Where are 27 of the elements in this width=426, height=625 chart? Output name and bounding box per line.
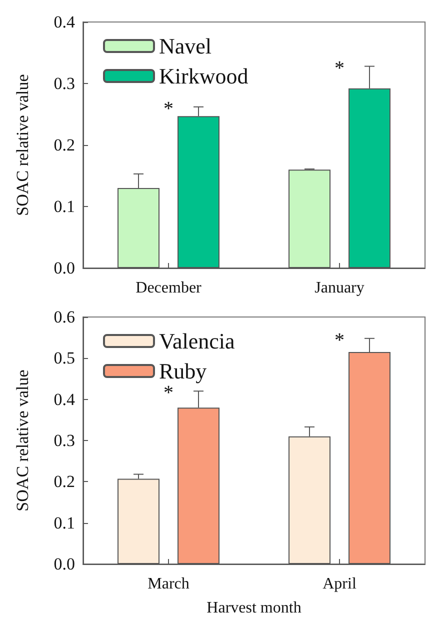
- y-tick-label: 0.6: [54, 308, 75, 326]
- y-axis-title: SOAC relative value: [13, 74, 32, 216]
- x-tick-label: December: [136, 280, 202, 296]
- y-tick-label: 0.1: [54, 197, 75, 216]
- y-tick-label: 0.2: [54, 472, 75, 492]
- annotation: *: [164, 382, 174, 404]
- legend-label: Ruby: [159, 358, 207, 384]
- annotation: *: [334, 57, 344, 80]
- y-tick-label: 0.3: [54, 74, 75, 93]
- x-tick-label: January: [314, 280, 364, 296]
- x-tick-label: March: [148, 576, 190, 592]
- legend-label: Kirkwood: [159, 64, 248, 88]
- x-axis-title: Harvest month: [206, 600, 302, 616]
- y-tick-label: 0.5: [54, 348, 75, 368]
- y-axis-title: SOAC relative value: [13, 370, 32, 512]
- y-tick-label: 0.3: [54, 431, 75, 450]
- y-tick-label: 0.4: [54, 12, 76, 32]
- annotation: *: [164, 98, 174, 120]
- legend-label: Navel: [159, 34, 212, 58]
- annotation: *: [334, 329, 344, 352]
- legend-label: Valencia: [159, 328, 235, 354]
- y-tick-label: 0.0: [54, 554, 75, 574]
- y-tick-label: 0.2: [54, 136, 75, 154]
- x-tick-label: April: [322, 576, 357, 592]
- y-tick-label: 0.0: [54, 258, 75, 278]
- y-tick-label: 0.1: [54, 513, 75, 532]
- y-tick-label: 0.4: [54, 390, 76, 409]
